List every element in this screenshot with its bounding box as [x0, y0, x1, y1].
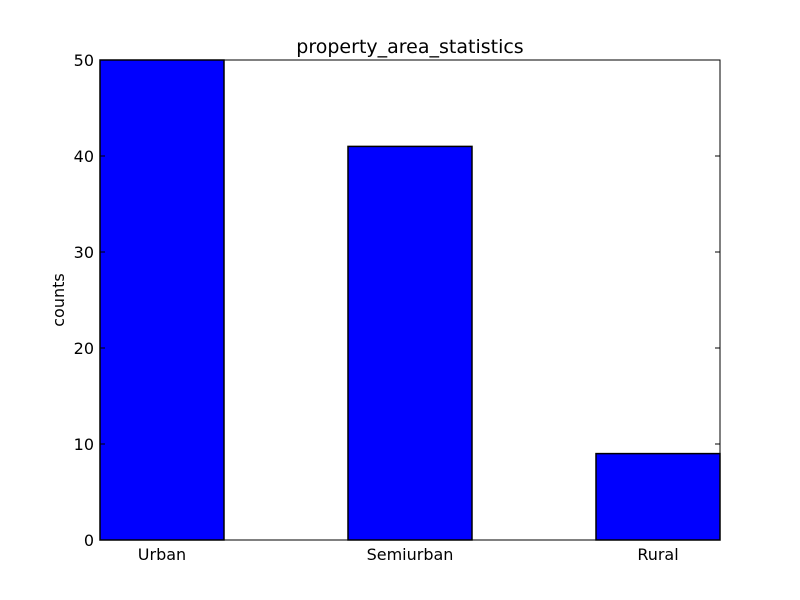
x-tick-label-rural: Rural	[637, 545, 678, 564]
y-axis-label: counts	[49, 273, 68, 326]
y-ticks-group: 0 10 20 30 40 50	[74, 51, 720, 550]
y-tick-label: 40	[74, 147, 94, 166]
chart-title: property_area_statistics	[296, 36, 523, 58]
y-tick-label: 50	[74, 51, 94, 70]
bar-rural	[595, 452, 721, 541]
y-tick-label: 0	[84, 531, 94, 550]
y-tick-label: 30	[74, 243, 94, 262]
y-tick-label: 10	[74, 435, 94, 454]
y-tick-label: 20	[74, 339, 94, 358]
x-ticks-group: Urban Semiurban Rural	[138, 545, 679, 564]
plot-area-frame	[99, 59, 721, 541]
bar-semiurban	[347, 145, 473, 541]
x-tick-label-urban: Urban	[138, 545, 186, 564]
bars-group	[99, 59, 721, 541]
bar-urban	[99, 59, 225, 541]
x-tick-label-semiurban: Semiurban	[367, 545, 454, 564]
